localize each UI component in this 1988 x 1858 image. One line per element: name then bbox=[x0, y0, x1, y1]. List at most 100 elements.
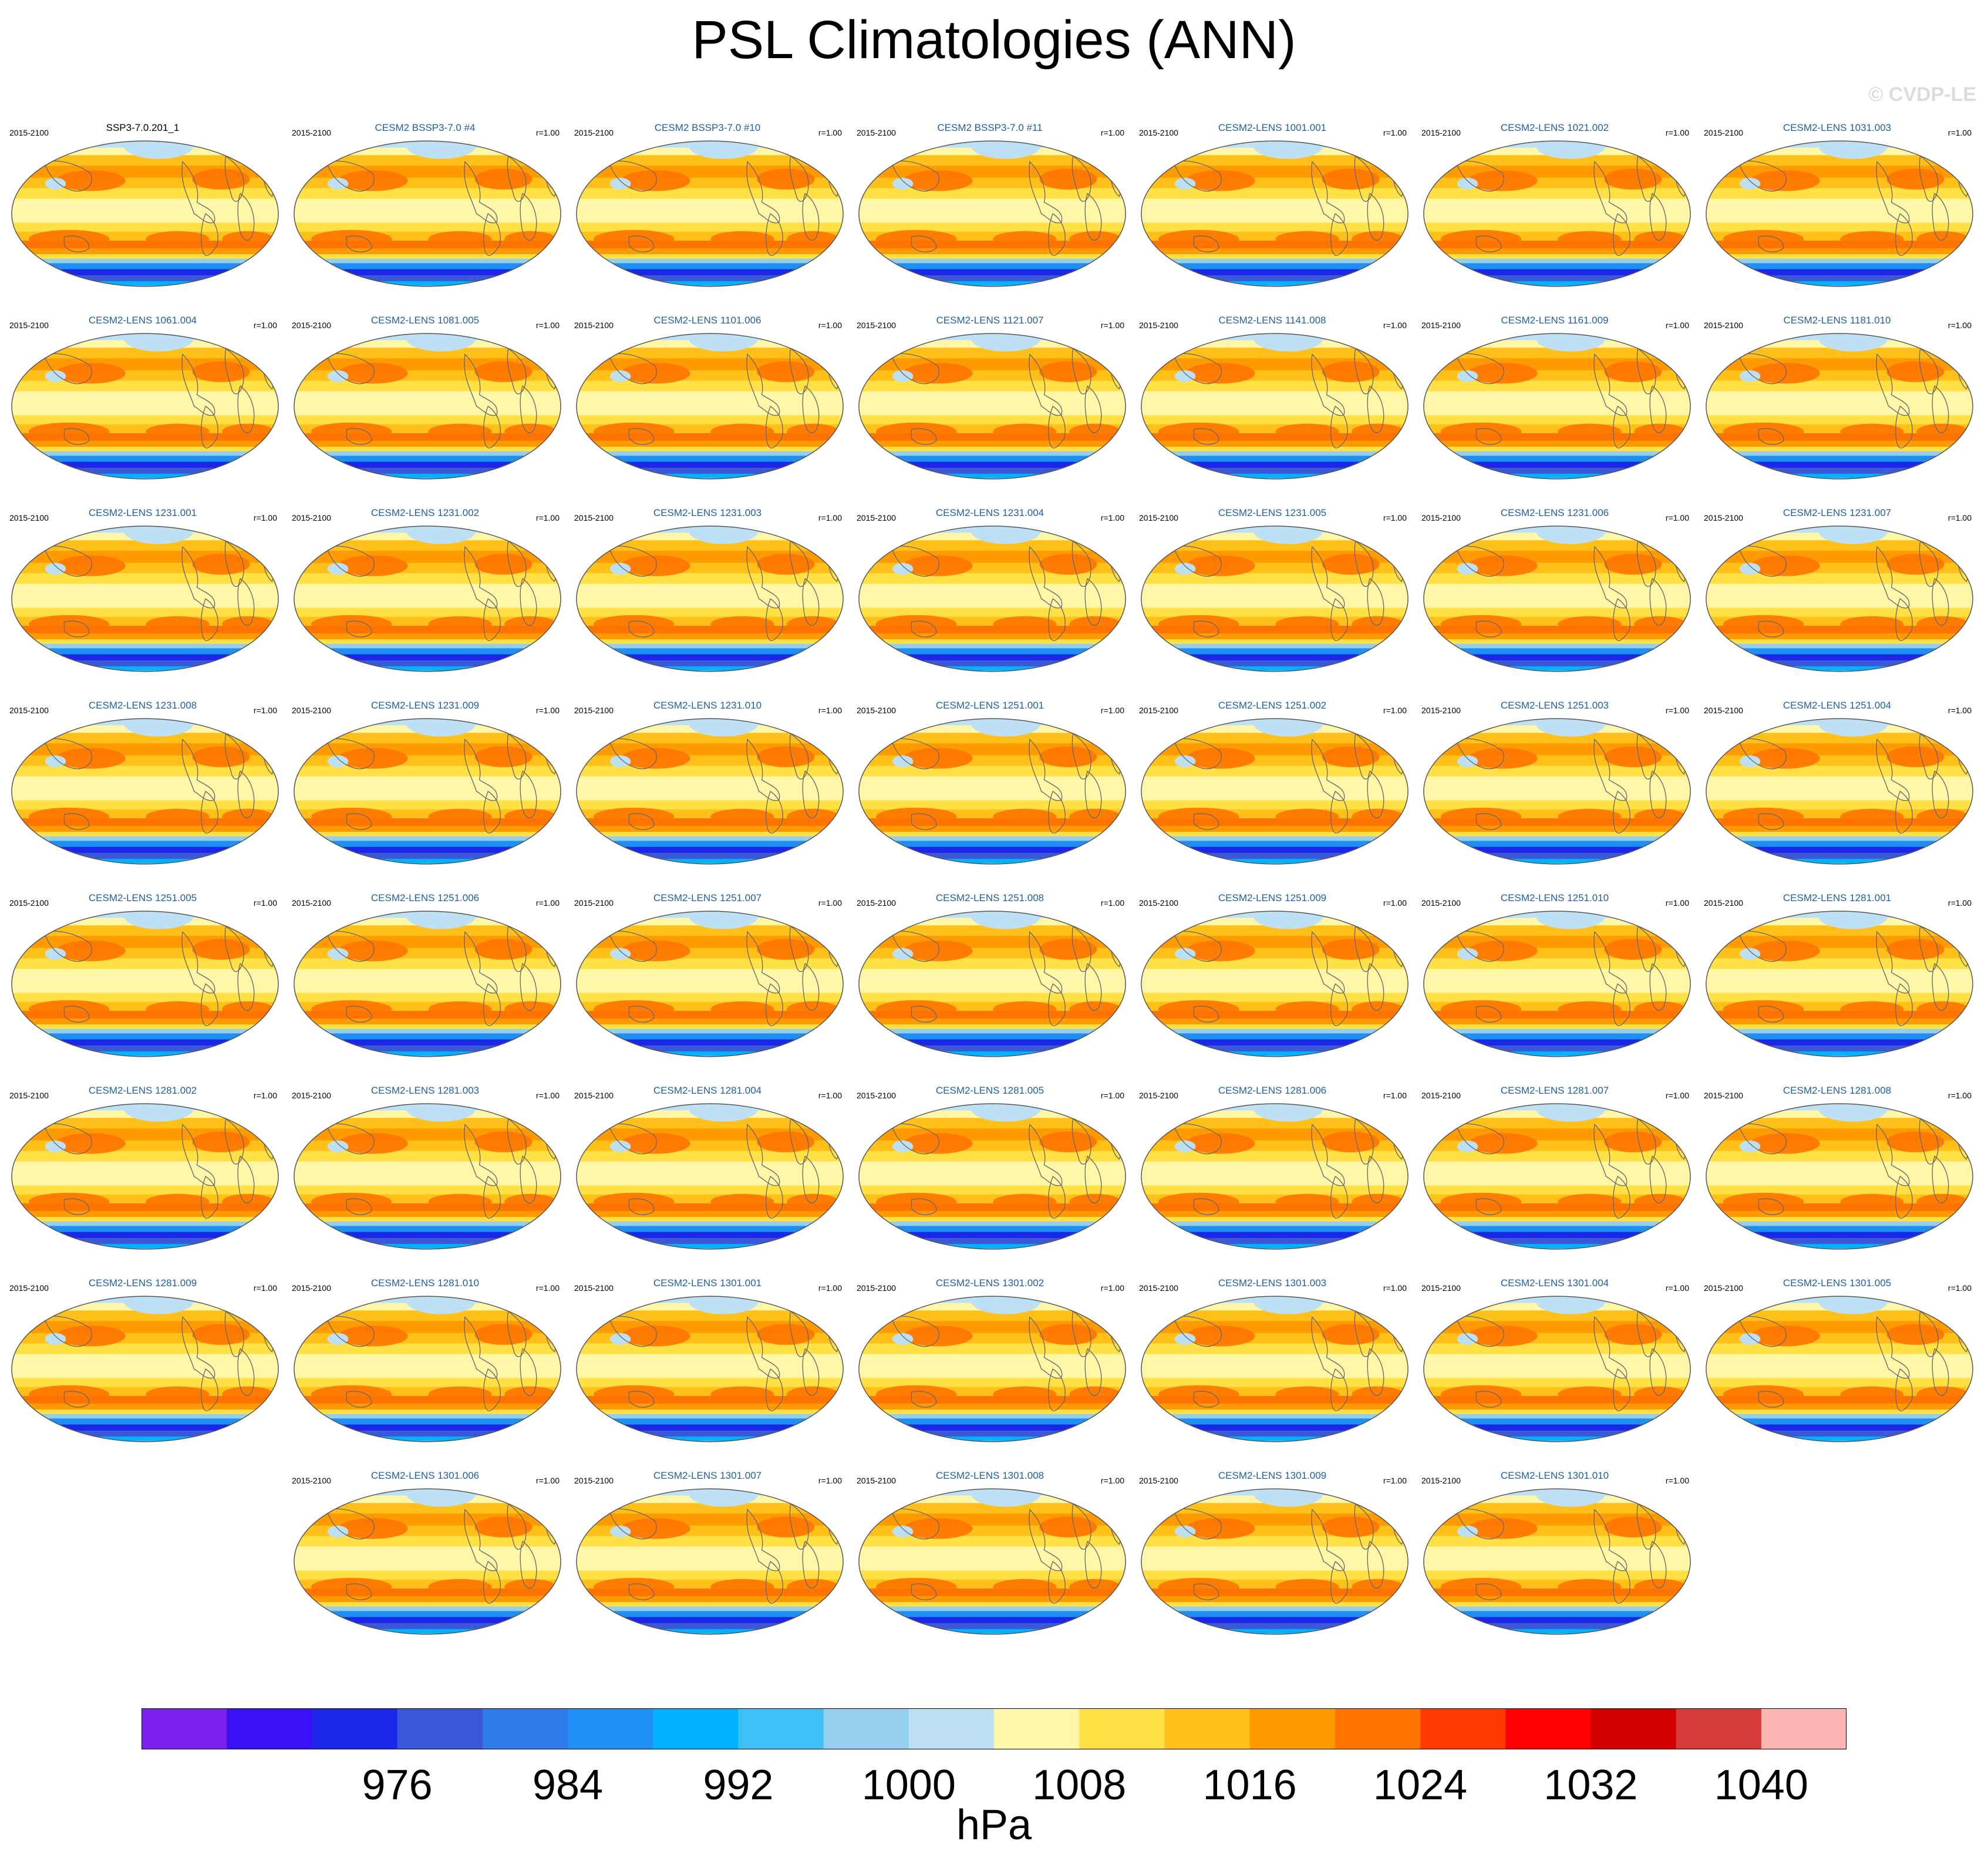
subtropical-high bbox=[1750, 940, 1820, 962]
pressure-band bbox=[11, 859, 279, 864]
panel-pattern-correlation: r=1.00 bbox=[535, 1283, 560, 1293]
coastline bbox=[200, 1175, 218, 1219]
pressure-band bbox=[576, 1029, 844, 1034]
panel-pattern-correlation: r=1.00 bbox=[535, 1476, 560, 1485]
coastline bbox=[1636, 1503, 1656, 1550]
pressure-band bbox=[858, 1221, 1126, 1227]
subtropical-high bbox=[1039, 554, 1097, 575]
pressure-band bbox=[858, 584, 1126, 599]
pressure-band bbox=[576, 660, 844, 667]
subtropical-high bbox=[1158, 1577, 1239, 1597]
pressure-band bbox=[294, 1617, 561, 1624]
coastline bbox=[1758, 1198, 1784, 1215]
coastline bbox=[628, 621, 655, 638]
subtropical-high bbox=[1840, 1193, 1904, 1210]
coastline bbox=[464, 739, 498, 801]
panel-pattern-correlation: r=1.00 bbox=[1383, 1476, 1407, 1485]
pressure-band bbox=[858, 654, 1126, 661]
pressure-band bbox=[858, 1617, 1126, 1624]
subtropical-high bbox=[787, 808, 839, 825]
panel-title: CESM2-LENS 1301.010 bbox=[1500, 1470, 1609, 1481]
pressure-band bbox=[11, 1045, 279, 1052]
pressure-band bbox=[1141, 1232, 1409, 1239]
coastline bbox=[1029, 1509, 1063, 1572]
low-pressure-area bbox=[971, 1296, 1041, 1314]
low-pressure-area bbox=[406, 1104, 476, 1122]
colorbar-tick-label: 1040 bbox=[1714, 1762, 1808, 1809]
coastline bbox=[1895, 1368, 1913, 1411]
coastline bbox=[200, 405, 218, 449]
panel-title: CESM2-LENS 1081.005 bbox=[370, 315, 480, 326]
panel-pattern-correlation: r=1.00 bbox=[1665, 898, 1689, 908]
pressure-band bbox=[1423, 1045, 1691, 1052]
coastline bbox=[1193, 621, 1219, 638]
pressure-band bbox=[1423, 1378, 1691, 1388]
coastline bbox=[1367, 385, 1384, 433]
pressure-band bbox=[294, 1051, 561, 1057]
coastline bbox=[1895, 213, 1913, 256]
map-border bbox=[1141, 333, 1409, 480]
panel-period: 2015-2100 bbox=[9, 898, 49, 908]
pressure-band bbox=[1141, 993, 1409, 1003]
map-border bbox=[11, 525, 279, 672]
coastline bbox=[1173, 353, 1222, 385]
pressure-band bbox=[1423, 1629, 1691, 1634]
coastline bbox=[1072, 540, 1091, 587]
pressure-band bbox=[1423, 214, 1691, 224]
coastline bbox=[43, 353, 92, 385]
coastline bbox=[1738, 545, 1787, 577]
pressure-band bbox=[1423, 1176, 1691, 1186]
map-border bbox=[294, 525, 561, 672]
pressure-band bbox=[294, 275, 561, 282]
pressure-band bbox=[294, 852, 561, 859]
subtropical-high bbox=[757, 168, 815, 190]
coastline bbox=[1193, 428, 1219, 445]
subtropical-high bbox=[1634, 1579, 1686, 1596]
subtropical-high bbox=[1322, 1131, 1380, 1152]
pressure-band bbox=[294, 1217, 561, 1222]
pressure-band bbox=[1423, 1596, 1691, 1603]
coastline bbox=[1330, 1175, 1348, 1219]
low-pressure-area bbox=[1739, 370, 1761, 382]
pressure-band bbox=[576, 440, 844, 447]
pressure-band bbox=[1423, 643, 1691, 649]
coastline bbox=[237, 385, 255, 433]
coastline bbox=[1072, 925, 1091, 972]
pressure-band bbox=[1706, 733, 1973, 744]
pressure-band bbox=[858, 1210, 1126, 1218]
subtropical-high bbox=[1886, 554, 1945, 575]
coastline bbox=[765, 1175, 783, 1219]
subtropical-high bbox=[1916, 1386, 1969, 1403]
pressure-band bbox=[1141, 1437, 1409, 1442]
pressure-band bbox=[11, 841, 279, 848]
coastline bbox=[1738, 1123, 1787, 1155]
map-plot bbox=[576, 1296, 844, 1442]
map-plot bbox=[1141, 333, 1409, 480]
coastline bbox=[1367, 1540, 1384, 1589]
colorbar-swatch bbox=[908, 1708, 995, 1749]
map-plot bbox=[858, 911, 1126, 1057]
pressure-band bbox=[576, 1546, 844, 1562]
pressure-band bbox=[294, 447, 561, 452]
coastline bbox=[1047, 790, 1066, 834]
subtropical-high bbox=[1322, 168, 1380, 190]
coastline bbox=[1895, 405, 1913, 449]
pressure-band bbox=[294, 925, 561, 937]
pressure-band bbox=[576, 836, 844, 842]
coastline bbox=[911, 1583, 937, 1600]
coastline bbox=[464, 353, 498, 416]
coastline bbox=[483, 983, 501, 1026]
pressure-band bbox=[11, 406, 279, 416]
panel-pattern-correlation: r=1.00 bbox=[253, 1283, 277, 1293]
coastline bbox=[520, 963, 537, 1011]
coastline bbox=[520, 1540, 537, 1589]
pressure-band bbox=[858, 281, 1126, 286]
subtropical-high bbox=[338, 1326, 408, 1347]
low-pressure-area bbox=[124, 911, 194, 929]
pressure-band bbox=[858, 1039, 1126, 1046]
pressure-band bbox=[1423, 1232, 1691, 1239]
subtropical-high bbox=[1468, 555, 1538, 576]
coastline bbox=[911, 428, 937, 445]
low-pressure-area bbox=[1174, 756, 1196, 767]
pressure-band bbox=[1706, 222, 1973, 232]
